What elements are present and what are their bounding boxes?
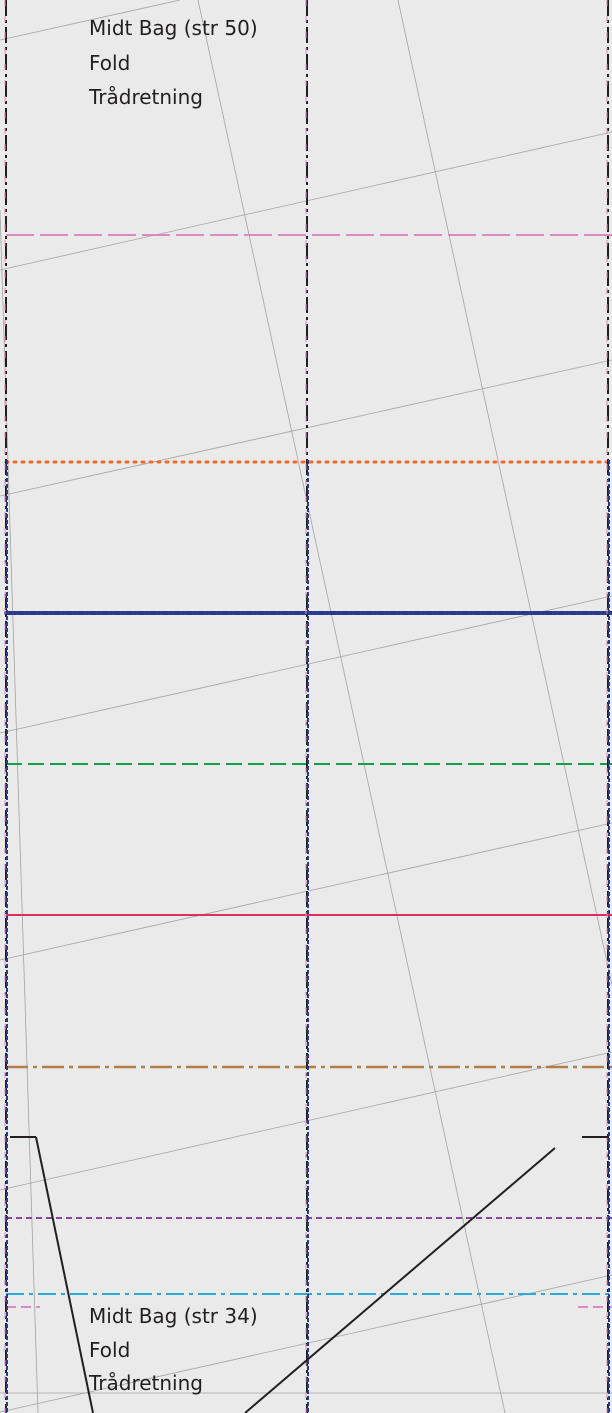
top-label-fold: Fold <box>89 51 130 75</box>
top-label-grain: Trådretning <box>88 85 203 109</box>
bottom-label-fold: Fold <box>89 1338 130 1362</box>
vertical-cut-lines <box>4 0 610 1413</box>
grid-line <box>0 359 612 497</box>
top-label-title: Midt Bag (str 50) <box>89 16 258 40</box>
grid-line <box>397 0 612 986</box>
grid-line <box>0 0 181 41</box>
bottom-label: Midt Bag (str 34) Fold Trådretning <box>88 1304 264 1395</box>
grid-line <box>0 595 612 734</box>
bottom-label-title: Midt Bag (str 34) <box>89 1304 258 1328</box>
top-label: Midt Bag (str 50) Fold Trådretning <box>88 16 264 109</box>
bottom-label-grain: Trådretning <box>88 1371 203 1395</box>
grainline-marks <box>10 1136 608 1413</box>
grainline-steep <box>35 1136 94 1413</box>
grainline-diagonal <box>244 1147 556 1413</box>
